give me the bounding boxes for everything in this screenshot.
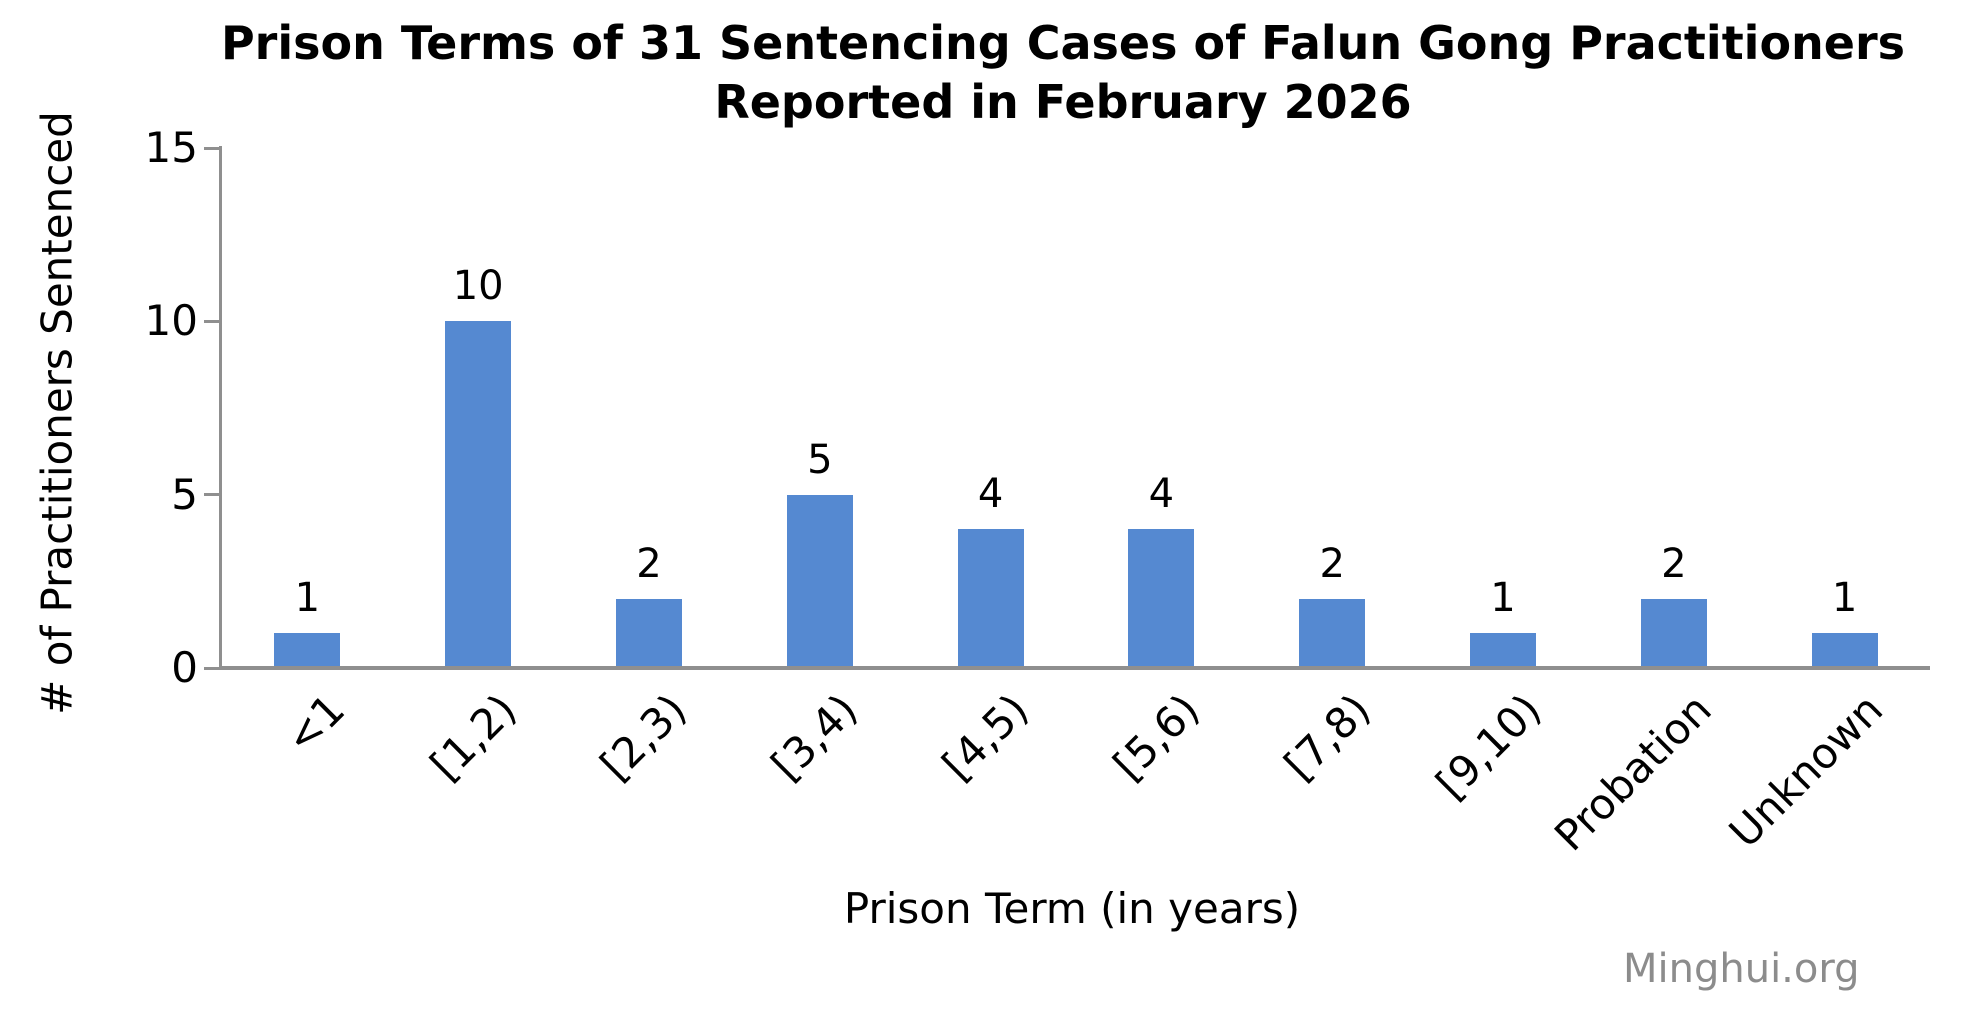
bar-value-label: 1 [294, 575, 321, 622]
bar-value-label: 2 [636, 540, 662, 587]
bar-value-label: 5 [807, 436, 833, 483]
bar [1470, 633, 1536, 668]
y-axis-line [219, 146, 222, 670]
y-tick-mark [204, 666, 222, 670]
y-tick-label: 10 [144, 296, 198, 346]
bar-value-label: 1 [1831, 575, 1858, 622]
y-tick-label: 0 [171, 643, 198, 692]
x-axis-line [219, 666, 1930, 670]
x-tick-label: [1,2) [420, 684, 526, 790]
bar-value-label: 2 [1319, 540, 1345, 587]
x-tick-label: Probation [1545, 684, 1722, 861]
bar [1811, 633, 1878, 668]
y-tick-mark [204, 146, 222, 150]
bar-value-label: 10 [452, 263, 504, 310]
bar-value-label: 4 [1148, 471, 1175, 518]
chart-title-line-2: Reported in February 2026 [714, 75, 1412, 129]
bar [1299, 598, 1366, 668]
bar [1640, 598, 1707, 668]
x-tick-label: [3,4) [761, 684, 868, 790]
bar [616, 598, 682, 668]
chart-title: Prison Terms of 31 Sentencing Cases of F… [221, 14, 1905, 132]
x-tick-label: <1 [276, 684, 355, 764]
x-tick-label: [4,5) [932, 684, 1038, 790]
y-tick-mark [204, 493, 222, 497]
x-tick-label: [7,8) [1274, 684, 1380, 790]
bar-value-label: 4 [977, 471, 1004, 518]
chart-title-line-1: Prison Terms of 31 Sentencing Cases of F… [220, 16, 1906, 70]
x-tick-label: [9,10) [1426, 684, 1551, 809]
x-tick-label: Unknown [1719, 684, 1892, 858]
bar-value-label: 2 [1661, 540, 1687, 587]
bar-value-label: 1 [1490, 575, 1516, 622]
x-tick-label: [2,3) [591, 684, 697, 790]
bar [957, 529, 1024, 668]
y-axis-label: # of Practitioners Sentenced [32, 111, 82, 715]
bar [1128, 529, 1195, 668]
y-tick-mark [204, 319, 222, 323]
x-tick-label: [5,6) [1103, 684, 1209, 790]
bar [274, 633, 341, 668]
y-tick-label: 15 [144, 123, 198, 172]
y-tick-label: 5 [171, 469, 198, 519]
bar [445, 321, 512, 668]
watermark: Minghui.org [1623, 946, 1860, 992]
bar [786, 494, 853, 668]
x-axis-label: Prison Term (in years) [843, 884, 1301, 933]
